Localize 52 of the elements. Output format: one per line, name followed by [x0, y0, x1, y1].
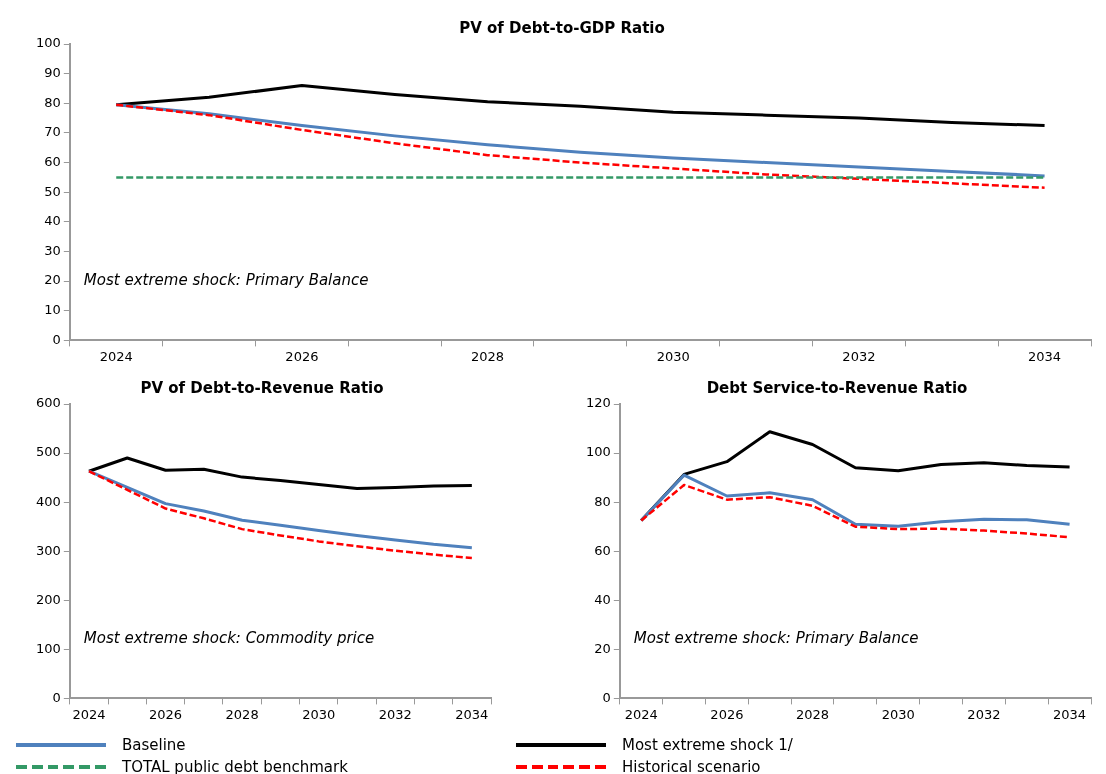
y-tick-label: 100 [35, 640, 61, 656]
x-tick-label: 2028 [471, 348, 505, 364]
y-tick-label: 600 [35, 395, 61, 411]
chart-title: Debt Service-to-Revenue Ratio [706, 378, 968, 397]
x-tick-label: 2026 [710, 706, 744, 722]
legend-label: Most extreme shock 1/ [622, 736, 793, 754]
y-tick-label: 80 [44, 94, 61, 110]
x-tick-label: 2032 [842, 348, 876, 364]
y-tick-label: 0 [52, 689, 61, 705]
y-tick-label: 100 [585, 444, 611, 460]
x-tick-label: 2030 [302, 706, 336, 722]
y-tick-label: 60 [594, 542, 611, 558]
y-tick-label: 60 [44, 153, 61, 169]
y-tick-label: 0 [602, 689, 611, 705]
x-tick-label: 2024 [624, 706, 658, 722]
chart-title: PV of Debt-to-Revenue Ratio [140, 378, 384, 397]
x-tick-label: 2034 [1053, 706, 1087, 722]
annotation: Most extreme shock: Primary Balance [633, 629, 919, 648]
x-tick-label: 2032 [378, 706, 412, 722]
x-tick-label: 2034 [455, 706, 489, 722]
x-tick-label: 2026 [148, 706, 183, 722]
y-tick-label: 20 [44, 272, 61, 288]
y-tick-label: 300 [35, 542, 61, 558]
chart-title: PV of Debt-to-GDP Ratio [459, 18, 665, 37]
y-tick-label: 0 [52, 331, 61, 347]
x-tick-label: 2032 [967, 706, 1001, 722]
annotation: Most extreme shock: Commodity price [83, 629, 375, 648]
x-tick-label: 2026 [285, 348, 319, 364]
y-tick-label: 120 [585, 395, 611, 411]
y-tick-label: 40 [594, 591, 611, 607]
x-tick-label: 2024 [72, 706, 106, 722]
y-tick-label: 200 [35, 591, 61, 607]
y-tick-label: 500 [35, 444, 61, 460]
x-tick-label: 2028 [796, 706, 830, 722]
annotation: Most extreme shock: Primary Balance [83, 271, 369, 290]
y-tick-label: 20 [594, 640, 611, 656]
x-tick-label: 2028 [225, 706, 259, 722]
x-tick-label: 2030 [881, 706, 915, 722]
y-tick-label: 70 [44, 124, 61, 140]
y-tick-label: 40 [44, 213, 61, 229]
x-tick-label: 2034 [1028, 348, 1062, 364]
y-tick-label: 400 [35, 493, 61, 509]
y-tick-label: 100 [35, 35, 61, 51]
x-tick-label: 2030 [656, 348, 690, 364]
y-tick-label: 80 [594, 493, 611, 509]
y-tick-label: 90 [44, 65, 61, 81]
y-tick-label: 50 [44, 183, 61, 199]
y-tick-label: 30 [44, 242, 61, 258]
x-tick-label: 2024 [99, 348, 133, 364]
y-tick-label: 10 [44, 302, 61, 318]
legend-label: Baseline [122, 736, 186, 754]
legend-label: Historical scenario [622, 758, 761, 774]
